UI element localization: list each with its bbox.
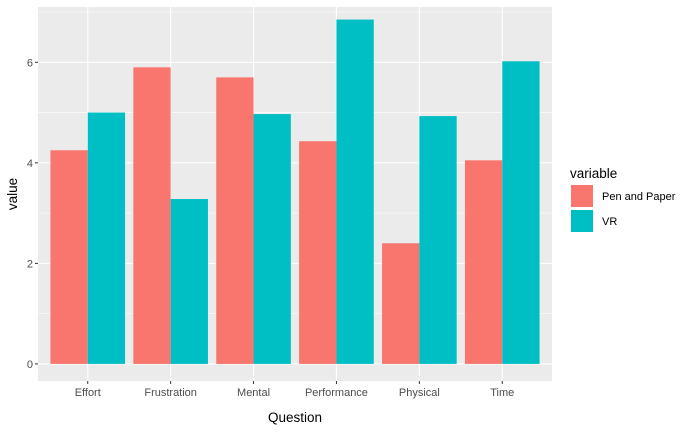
bar-pen-and-paper-mental bbox=[216, 77, 254, 364]
bar-vr-effort bbox=[87, 112, 126, 364]
bar-pen-and-paper-performance bbox=[299, 141, 337, 364]
bar-vr-physical bbox=[419, 116, 457, 364]
y-axis-title: value bbox=[5, 178, 20, 210]
bar-pen-and-paper-time bbox=[464, 160, 503, 364]
legend-title: variable bbox=[570, 166, 617, 181]
legend-key-vr bbox=[571, 210, 593, 232]
y-tick-label: 0 bbox=[27, 359, 33, 371]
bars bbox=[50, 19, 540, 364]
x-tick-label: Physical bbox=[399, 387, 440, 399]
bar-pen-and-paper-frustration bbox=[133, 67, 171, 364]
legend: variable Pen and Paper VR bbox=[570, 166, 676, 232]
x-tick-label: Time bbox=[490, 387, 514, 399]
bar-pen-and-paper-effort bbox=[50, 150, 88, 364]
x-axis-ticks: Effort Frustration Mental Performance Physic… bbox=[75, 381, 514, 399]
x-tick-label: Frustration bbox=[144, 387, 197, 399]
legend-key-pen-and-paper bbox=[571, 185, 593, 207]
x-tick-label: Performance bbox=[305, 387, 368, 399]
y-tick-label: 4 bbox=[27, 158, 33, 170]
x-tick-label: Effort bbox=[75, 387, 101, 399]
bar-vr-performance bbox=[336, 19, 374, 364]
x-tick-label: Mental bbox=[237, 387, 270, 399]
y-tick-label: 6 bbox=[27, 57, 33, 69]
x-axis-title: Question bbox=[268, 410, 322, 425]
y-axis-ticks: 0 2 4 6 bbox=[27, 57, 38, 371]
bar-vr-mental bbox=[253, 114, 291, 364]
bar-vr-frustration bbox=[170, 199, 208, 364]
legend-label-vr: VR bbox=[602, 216, 617, 228]
bar-vr-time bbox=[502, 61, 540, 364]
y-tick-label: 2 bbox=[27, 258, 33, 270]
bar-pen-and-paper-physical bbox=[382, 243, 420, 364]
legend-label-pen-and-paper: Pen and Paper bbox=[602, 191, 676, 203]
